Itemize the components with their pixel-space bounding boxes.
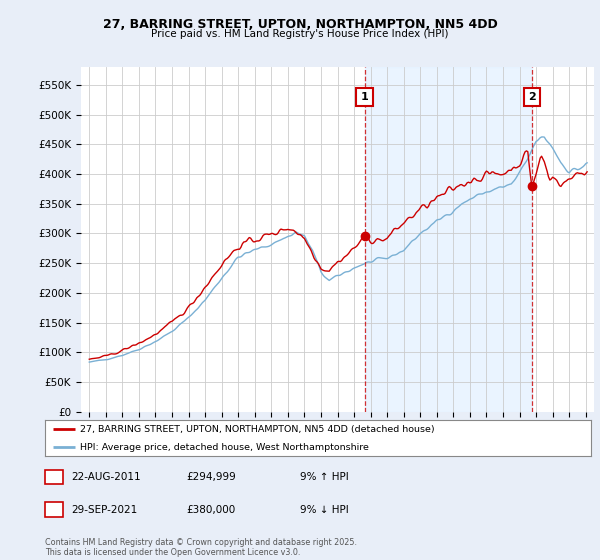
Text: 27, BARRING STREET, UPTON, NORTHAMPTON, NN5 4DD: 27, BARRING STREET, UPTON, NORTHAMPTON, … [103, 18, 497, 31]
Text: 27, BARRING STREET, UPTON, NORTHAMPTON, NN5 4DD (detached house): 27, BARRING STREET, UPTON, NORTHAMPTON, … [80, 424, 435, 433]
Text: 2: 2 [528, 92, 536, 102]
Text: 29-SEP-2021: 29-SEP-2021 [71, 505, 137, 515]
Text: 1: 1 [50, 472, 58, 482]
Text: 2: 2 [50, 505, 58, 515]
Text: 22-AUG-2011: 22-AUG-2011 [71, 472, 140, 482]
Text: 1: 1 [361, 92, 368, 102]
Text: £294,999: £294,999 [186, 472, 236, 482]
Text: 9% ↓ HPI: 9% ↓ HPI [300, 505, 349, 515]
Bar [365, 67, 532, 412]
Text: Contains HM Land Registry data © Crown copyright and database right 2025.
This d: Contains HM Land Registry data © Crown c… [45, 538, 357, 557]
Text: HPI: Average price, detached house, West Northamptonshire: HPI: Average price, detached house, West… [80, 443, 370, 452]
Text: £380,000: £380,000 [186, 505, 235, 515]
Text: 9% ↑ HPI: 9% ↑ HPI [300, 472, 349, 482]
Text: Price paid vs. HM Land Registry's House Price Index (HPI): Price paid vs. HM Land Registry's House … [151, 29, 449, 39]
